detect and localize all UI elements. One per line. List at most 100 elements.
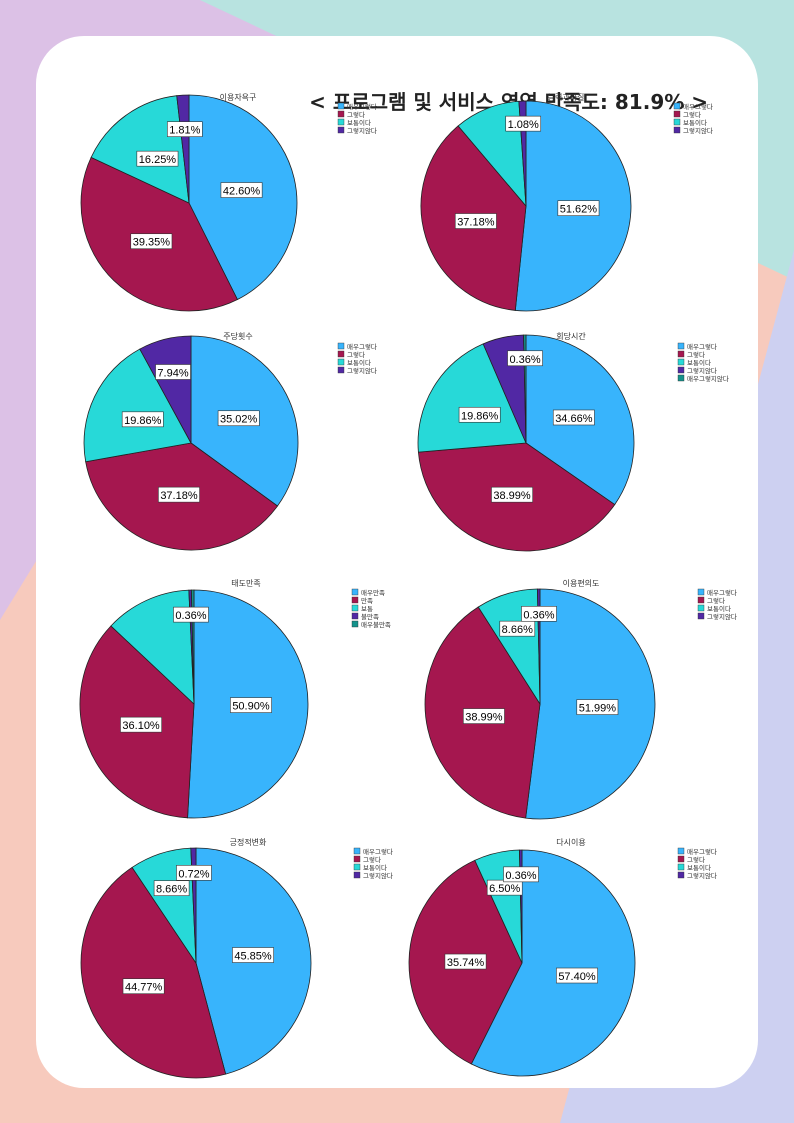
slice-label-box: [130, 233, 173, 250]
slice-value-label: 0.72%: [176, 865, 212, 881]
slice-label-text: 16.25%: [139, 154, 177, 166]
legend-swatch: [673, 126, 681, 134]
legend-label: 그렇지않다: [347, 366, 377, 375]
pie-chart: 회당시간 34.66% 38.99% 19.86% 0.36% 매우그렇다그렇다보통이다그…: [417, 331, 729, 552]
slice-value-label: 19.86%: [458, 406, 501, 423]
legend-label: 보통이다: [363, 863, 387, 872]
pie-chart: 이용자욕구 42.60% 39.35% 16.25% 1.81% 매우그렇다그렇다보통이다…: [80, 92, 377, 312]
legend-swatch: [677, 350, 685, 358]
chart-title: 회당시간: [556, 331, 586, 341]
slice-label-text: 8.66%: [156, 884, 187, 896]
legend-swatch: [337, 126, 345, 134]
pie-slice: [90, 95, 190, 204]
slice-value-label: 34.66%: [552, 409, 595, 426]
slice-label-box: [230, 697, 272, 713]
slice-label-text: 57.40%: [558, 971, 596, 983]
pie-chart: 긍정적변화 45.85% 44.77% 8.66% 0.72% 매우그렇다그렇다보통이다그…: [80, 837, 393, 1079]
slice-label-box: [167, 121, 203, 137]
slice-value-label: 37.18%: [454, 213, 497, 229]
slice-value-label: 35.74%: [444, 953, 487, 970]
legend-label: 그렇다: [687, 855, 705, 864]
chart-title: 능력과자질: [548, 92, 585, 102]
slice-label-text: 42.60%: [223, 186, 261, 198]
slice-label-box: [122, 978, 165, 995]
legend-label: 그렇지않다: [347, 126, 377, 135]
slice-label-box: [158, 486, 200, 503]
slice-label-text: 0.72%: [178, 868, 209, 880]
slice-label-box: [499, 620, 536, 637]
legend-swatch: [351, 620, 359, 628]
slice-label-text: 38.99%: [493, 490, 531, 502]
pie-slice: [417, 343, 527, 453]
slice-label-text: 39.35%: [133, 237, 171, 249]
slice-value-label: 16.25%: [136, 150, 179, 167]
legend-swatch: [677, 366, 685, 374]
legend-label: 그렇다: [347, 350, 365, 359]
legend-label: 매우그렇다: [347, 102, 377, 111]
slice-label-box: [121, 411, 164, 428]
slice-value-label: 42.60%: [220, 182, 263, 198]
legend-swatch: [353, 847, 361, 855]
slice-value-label: 35.02%: [217, 410, 260, 427]
slice-label-box: [120, 716, 162, 733]
legend-label: 매우불만족: [361, 620, 391, 629]
legend-label: 매우그렇다: [687, 342, 717, 351]
slice-value-label: 1.08%: [505, 115, 542, 132]
slice-value-label: 44.77%: [122, 978, 165, 995]
slice-value-label: 51.99%: [576, 699, 619, 715]
pie-chart: 다시이용 57.40% 35.74% 6.50%0.36% 매우그렇다그렇다보통이다그렇…: [408, 837, 717, 1077]
legend-label: 그렇지않다: [363, 871, 393, 880]
slice-value-label: 39.35%: [130, 233, 173, 250]
slice-value-label: 6.50%: [486, 879, 523, 896]
legend-swatch: [677, 358, 685, 366]
slice-label-text: 0.36%: [509, 354, 540, 366]
legend-swatch: [697, 612, 705, 620]
slice-value-label: 0.36%: [521, 606, 557, 622]
chart-title: 이용편의도: [563, 578, 600, 588]
slice-value-label: 1.81%: [167, 121, 203, 137]
slice-value-label: 50.90%: [230, 697, 272, 713]
legend-swatch: [353, 871, 361, 879]
legend-swatch: [337, 342, 345, 350]
legend-swatch: [697, 588, 705, 596]
legend-label: 그렇지않다: [687, 871, 717, 880]
legend-label: 매우그렇다: [683, 102, 713, 111]
slice-label-box: [173, 606, 209, 623]
legend-label: 그렇다: [363, 855, 381, 864]
legend-swatch: [351, 612, 359, 620]
slice-value-label: 57.40%: [556, 967, 598, 984]
slice-label-text: 44.77%: [125, 982, 163, 994]
legend-label: 만족: [361, 596, 373, 605]
legend-swatch: [351, 596, 359, 604]
slice-label-box: [557, 200, 600, 216]
slice-label-text: 37.18%: [457, 217, 495, 229]
slice-label-text: 1.08%: [508, 119, 539, 131]
legend-label: 매우그렇다: [363, 847, 393, 856]
slice-value-label: 38.99%: [491, 486, 533, 503]
slice-label-box: [217, 410, 260, 427]
pie-slice: [139, 335, 192, 444]
slice-value-label: 0.36%: [507, 350, 543, 367]
slice-label-box: [462, 708, 505, 724]
slice-value-label: 38.99%: [462, 708, 505, 724]
legend-label: 보통이다: [687, 358, 711, 367]
legend-label: 보통: [361, 605, 373, 613]
legend-swatch: [337, 118, 345, 126]
legend-swatch: [337, 110, 345, 118]
pie-chart: 이용편의도 51.99% 38.99% 8.66% 0.36% 매우그렇다그렇다보통이다그…: [424, 578, 737, 820]
slice-label-box: [220, 182, 263, 198]
slice-label-text: 19.86%: [461, 410, 499, 422]
slice-label-text: 38.99%: [465, 712, 503, 724]
legend-swatch: [677, 342, 685, 350]
legend-label: 보통이다: [687, 863, 711, 872]
legend-label: 매우그렇지않다: [687, 374, 729, 383]
content-card: < 프로그램 및 서비스 영역 만족도: 81.9% > 이용자욕구 42.60%…: [36, 36, 758, 1088]
slice-label-box: [576, 699, 619, 715]
legend-swatch: [351, 604, 359, 612]
slice-value-label: 0.36%: [173, 606, 209, 623]
legend-label: 불만족: [361, 612, 379, 621]
legend-swatch: [353, 855, 361, 863]
legend-label: 보통이다: [707, 604, 731, 613]
slice-value-label: 8.66%: [153, 880, 190, 897]
legend-label: 매우그렇다: [347, 342, 377, 351]
